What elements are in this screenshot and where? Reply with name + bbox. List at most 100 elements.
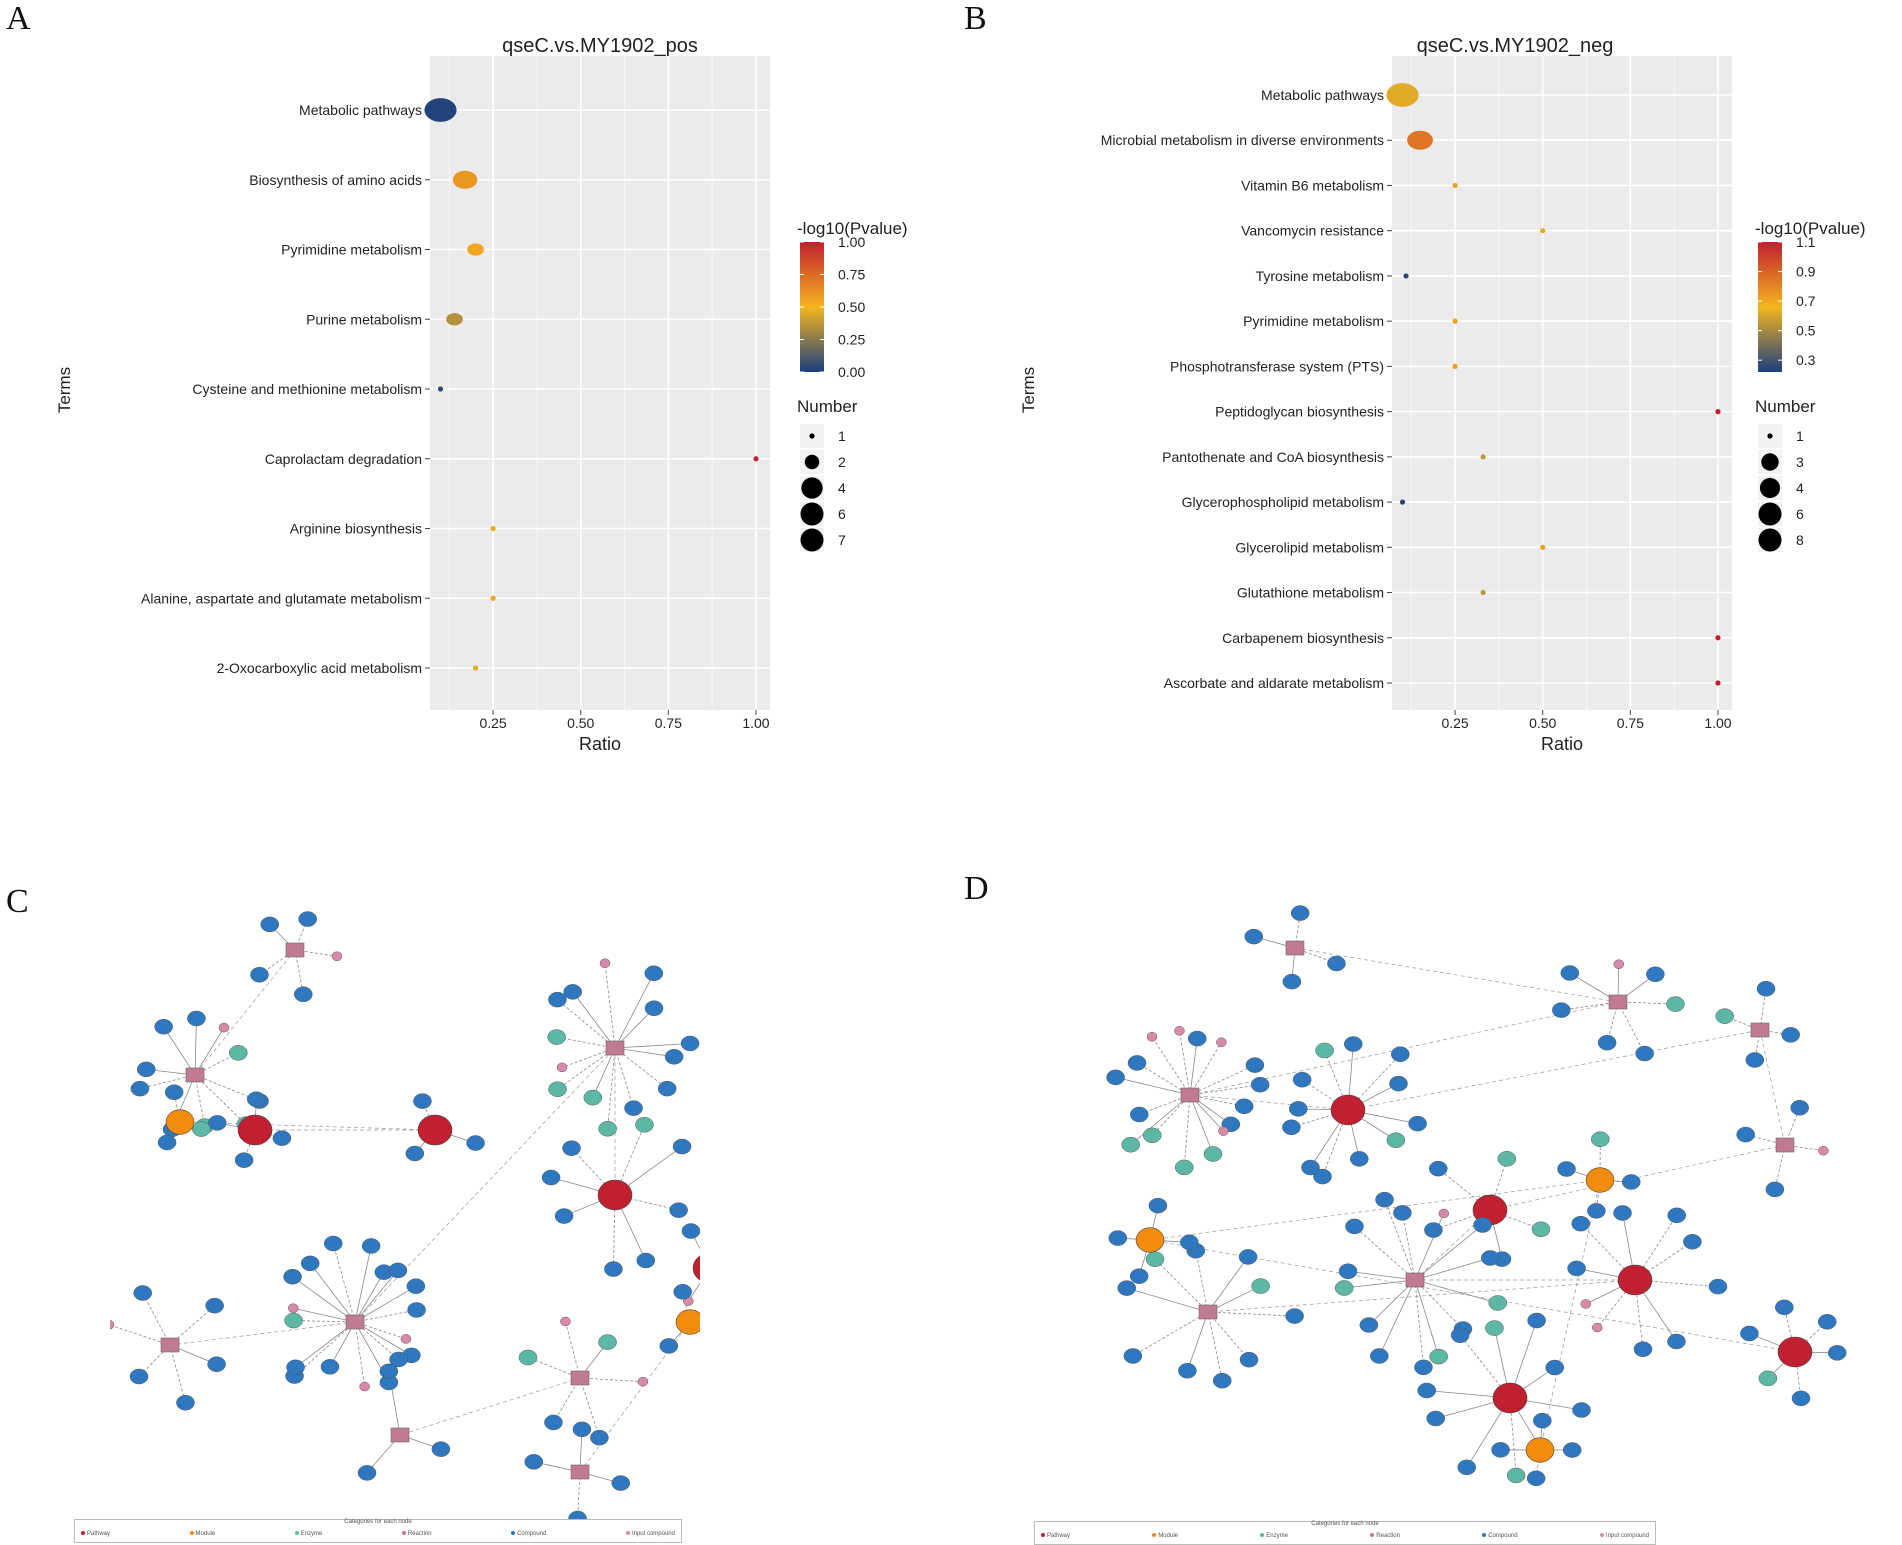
network-node [413,1094,431,1109]
size-legend-marker [809,433,814,438]
network-node [299,912,317,927]
network-node [1498,1151,1516,1166]
network-node-reaction [1406,1273,1424,1287]
network-node [219,1023,229,1032]
network-node [1204,1146,1222,1161]
legend-item-reaction: Reaction [1370,1533,1400,1539]
network-node [250,967,268,982]
network-edge [1348,1030,1760,1110]
legend-item-module: Module [190,1531,216,1537]
network-node [1360,1317,1378,1332]
network-node [1766,1182,1784,1197]
size-legend-marker [801,529,824,552]
network-node [1146,1252,1164,1267]
network-node [285,1313,303,1328]
network-node-reaction [1181,1088,1199,1102]
network-node [131,1081,149,1096]
network-edge [355,1270,398,1322]
data-point [490,526,495,531]
network-node [1451,1328,1469,1343]
colorbar-tick-label: 1.00 [838,234,865,250]
network-node [584,1090,602,1105]
network-node [1339,1264,1357,1279]
network-node-module [1526,1438,1554,1463]
network-node [1573,1403,1591,1418]
network-graph-c [110,890,700,1530]
network-edge [195,1018,196,1075]
network-node [1218,1127,1228,1136]
legend-item-compound: Compound [511,1531,546,1537]
network-node [467,1136,485,1151]
network-node [1246,1058,1264,1073]
panel-label-c: C [6,883,29,921]
network-edge [605,963,615,1048]
size-legend-title: Number [797,397,858,416]
network-node [612,1476,630,1491]
network-edge [565,1321,580,1378]
network-node [637,1253,655,1268]
size-legend-label: 4 [1796,480,1804,496]
network-node [389,1263,407,1278]
network-node [542,1170,560,1185]
network-node [1740,1326,1758,1341]
x-tick-label: 0.50 [567,715,594,731]
network-node [247,1092,265,1107]
network-node [362,1238,380,1253]
network-edge [1152,1037,1190,1095]
data-point [467,243,484,255]
legend-item-pathway: Pathway [81,1531,110,1537]
network-node [1581,1299,1591,1308]
network-node [549,1082,567,1097]
data-point [1715,409,1720,414]
legend-item-enzyme: Enzyme [295,1531,323,1537]
network-node [548,1030,566,1045]
network-node [519,1350,537,1365]
network-node [1737,1127,1755,1142]
network-node [1759,1371,1777,1386]
network-node [1424,1223,1442,1238]
network-node [1568,1261,1586,1276]
network-node [1345,1219,1363,1234]
network-node [1245,929,1263,944]
network-node [645,966,663,981]
network-node-module [166,1110,194,1135]
colorbar-tick-label: 0.3 [1796,352,1816,368]
network-node-reaction [1286,941,1304,955]
network-node [1614,960,1624,969]
network-node [681,1036,699,1051]
network-node [1174,1026,1184,1035]
network-node [192,1122,210,1137]
network-node [288,1304,298,1313]
network-node-pathway [693,1253,700,1283]
network-node [1376,1192,1394,1207]
data-point [453,171,478,189]
size-legend-label: 8 [1796,532,1804,548]
colorbar-tick-label: 0.75 [838,267,865,283]
network-node [1646,967,1664,982]
network-graph-d [1060,890,1880,1530]
y-tick-label: Alanine, aspartate and glutamate metabol… [141,590,422,606]
network-node-pathway [1618,1265,1652,1295]
data-point [1540,545,1545,550]
data-point [438,386,443,391]
network-node-pathway [418,1115,452,1145]
network-node [287,1360,305,1375]
network-node [273,1131,291,1146]
y-tick-label: Tyrosine metabolism [1256,268,1384,284]
network-node [165,1085,183,1100]
network-node [1782,1027,1800,1042]
network-node-reaction [186,1068,204,1082]
network-node [332,952,342,961]
network-node [1188,1031,1206,1046]
size-legend-label: 6 [1796,506,1804,522]
data-point [1452,183,1457,188]
network-node [560,1317,570,1326]
network-edge [1184,1095,1190,1167]
network-edge [615,1048,634,1108]
network-node [1301,1160,1319,1175]
y-tick-label: Vitamin B6 metabolism [1241,177,1384,193]
y-tick-label: 2-Oxocarboxylic acid metabolism [217,660,422,676]
panel-label-d: D [964,870,989,908]
network-node-reaction [286,943,304,957]
data-point [446,313,463,325]
